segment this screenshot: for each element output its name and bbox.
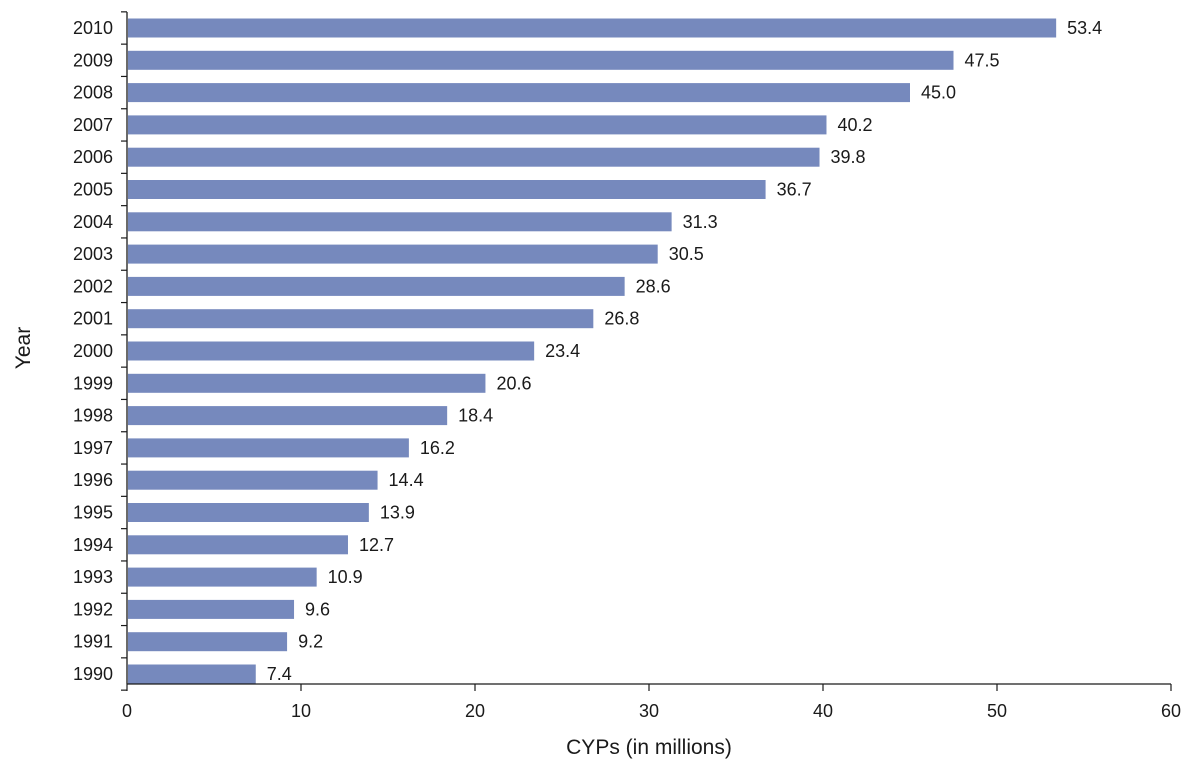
bar-1998 (128, 406, 448, 426)
y-tick-label: 2010 (73, 18, 113, 38)
bar-2001 (128, 309, 594, 329)
x-tick-label: 0 (122, 701, 132, 721)
y-tick-label: 1995 (73, 503, 113, 523)
value-label-2007: 40.2 (837, 115, 872, 135)
y-tick-label: 2006 (73, 147, 113, 167)
y-tick-label: 1991 (73, 632, 113, 652)
y-tick-label: 1997 (73, 438, 113, 458)
bar-2008 (128, 83, 910, 103)
bar-2004 (128, 212, 672, 232)
bar-1999 (128, 373, 486, 393)
value-label-2008: 45.0 (921, 83, 956, 103)
value-label-1995: 13.9 (380, 503, 415, 523)
value-label-1990: 7.4 (267, 664, 292, 684)
bars-layer (128, 18, 1057, 684)
bar-2006 (128, 147, 820, 167)
bar-1991 (128, 632, 288, 652)
x-ticks-layer: 0 10 20 30 40 50 60 (122, 684, 1181, 721)
value-label-1993: 10.9 (328, 567, 363, 587)
bar-1993 (128, 567, 317, 587)
x-tick-label: 30 (639, 701, 659, 721)
bar-2005 (128, 180, 766, 199)
y-tick-label: 1994 (73, 535, 113, 555)
bar-2002 (128, 276, 625, 296)
x-axis-title: CYPs (in millions) (566, 736, 732, 759)
x-tick-label: 10 (291, 701, 311, 721)
value-label-1996: 14.4 (389, 470, 424, 490)
y-tick-label: 2003 (73, 244, 113, 264)
value-label-1991: 9.2 (298, 632, 323, 652)
y-tick-label: 1993 (73, 567, 113, 587)
x-tick-label: 20 (465, 701, 485, 721)
value-label-2003: 30.5 (669, 244, 704, 264)
value-labels-layer: 53.4 47.5 45.0 40.2 39.8 36.7 31.3 30.5 28.6 26.8… (267, 18, 1102, 684)
y-tick-label: 1992 (73, 599, 113, 619)
value-label-2010: 53.4 (1067, 18, 1102, 38)
value-label-2001: 26.8 (604, 309, 639, 329)
y-tick-label: 2004 (73, 212, 113, 232)
bar-2007 (128, 115, 827, 135)
bar-2003 (128, 244, 658, 264)
value-label-1998: 18.4 (458, 406, 493, 426)
y-tick-label: 2001 (73, 309, 113, 329)
bar-2010 (128, 18, 1057, 38)
y-tick-label: 1999 (73, 373, 113, 393)
y-ticks-layer: 2010 2009 2008 2007 2006 2005 2004 2003 2002 2001… (73, 11, 127, 691)
value-label-1992: 9.6 (305, 599, 330, 619)
y-tick-label: 2009 (73, 50, 113, 70)
value-label-1999: 20.6 (496, 373, 531, 393)
x-tick-label: 40 (813, 701, 833, 721)
value-label-2002: 28.6 (636, 276, 671, 296)
y-tick-label: 2008 (73, 83, 113, 103)
x-tick-label: 60 (1161, 701, 1181, 721)
bar-2000 (128, 341, 535, 361)
value-label-1994: 12.7 (359, 535, 394, 555)
y-tick-label: 2007 (73, 115, 113, 135)
y-tick-label: 1990 (73, 664, 113, 684)
bar-1992 (128, 599, 295, 619)
y-tick-label: 2005 (73, 180, 113, 200)
value-label-2005: 36.7 (777, 180, 812, 200)
value-label-2004: 31.3 (683, 212, 718, 232)
x-tick-label: 50 (987, 701, 1007, 721)
bar-2009 (128, 50, 954, 70)
y-axis-title: Year (12, 327, 35, 369)
bar-1996 (128, 470, 378, 490)
y-tick-label: 1998 (73, 406, 113, 426)
value-label-2006: 39.8 (831, 147, 866, 167)
bar-1995 (128, 503, 369, 522)
y-tick-label: 1996 (73, 470, 113, 490)
bar-1990 (128, 664, 256, 684)
value-label-2009: 47.5 (965, 50, 1000, 70)
bar-1997 (128, 438, 409, 458)
y-tick-label: 2000 (73, 341, 113, 361)
bar-1994 (128, 535, 348, 555)
value-label-2000: 23.4 (545, 341, 580, 361)
y-tick-label: 2002 (73, 276, 113, 296)
value-label-1997: 16.2 (420, 438, 455, 458)
